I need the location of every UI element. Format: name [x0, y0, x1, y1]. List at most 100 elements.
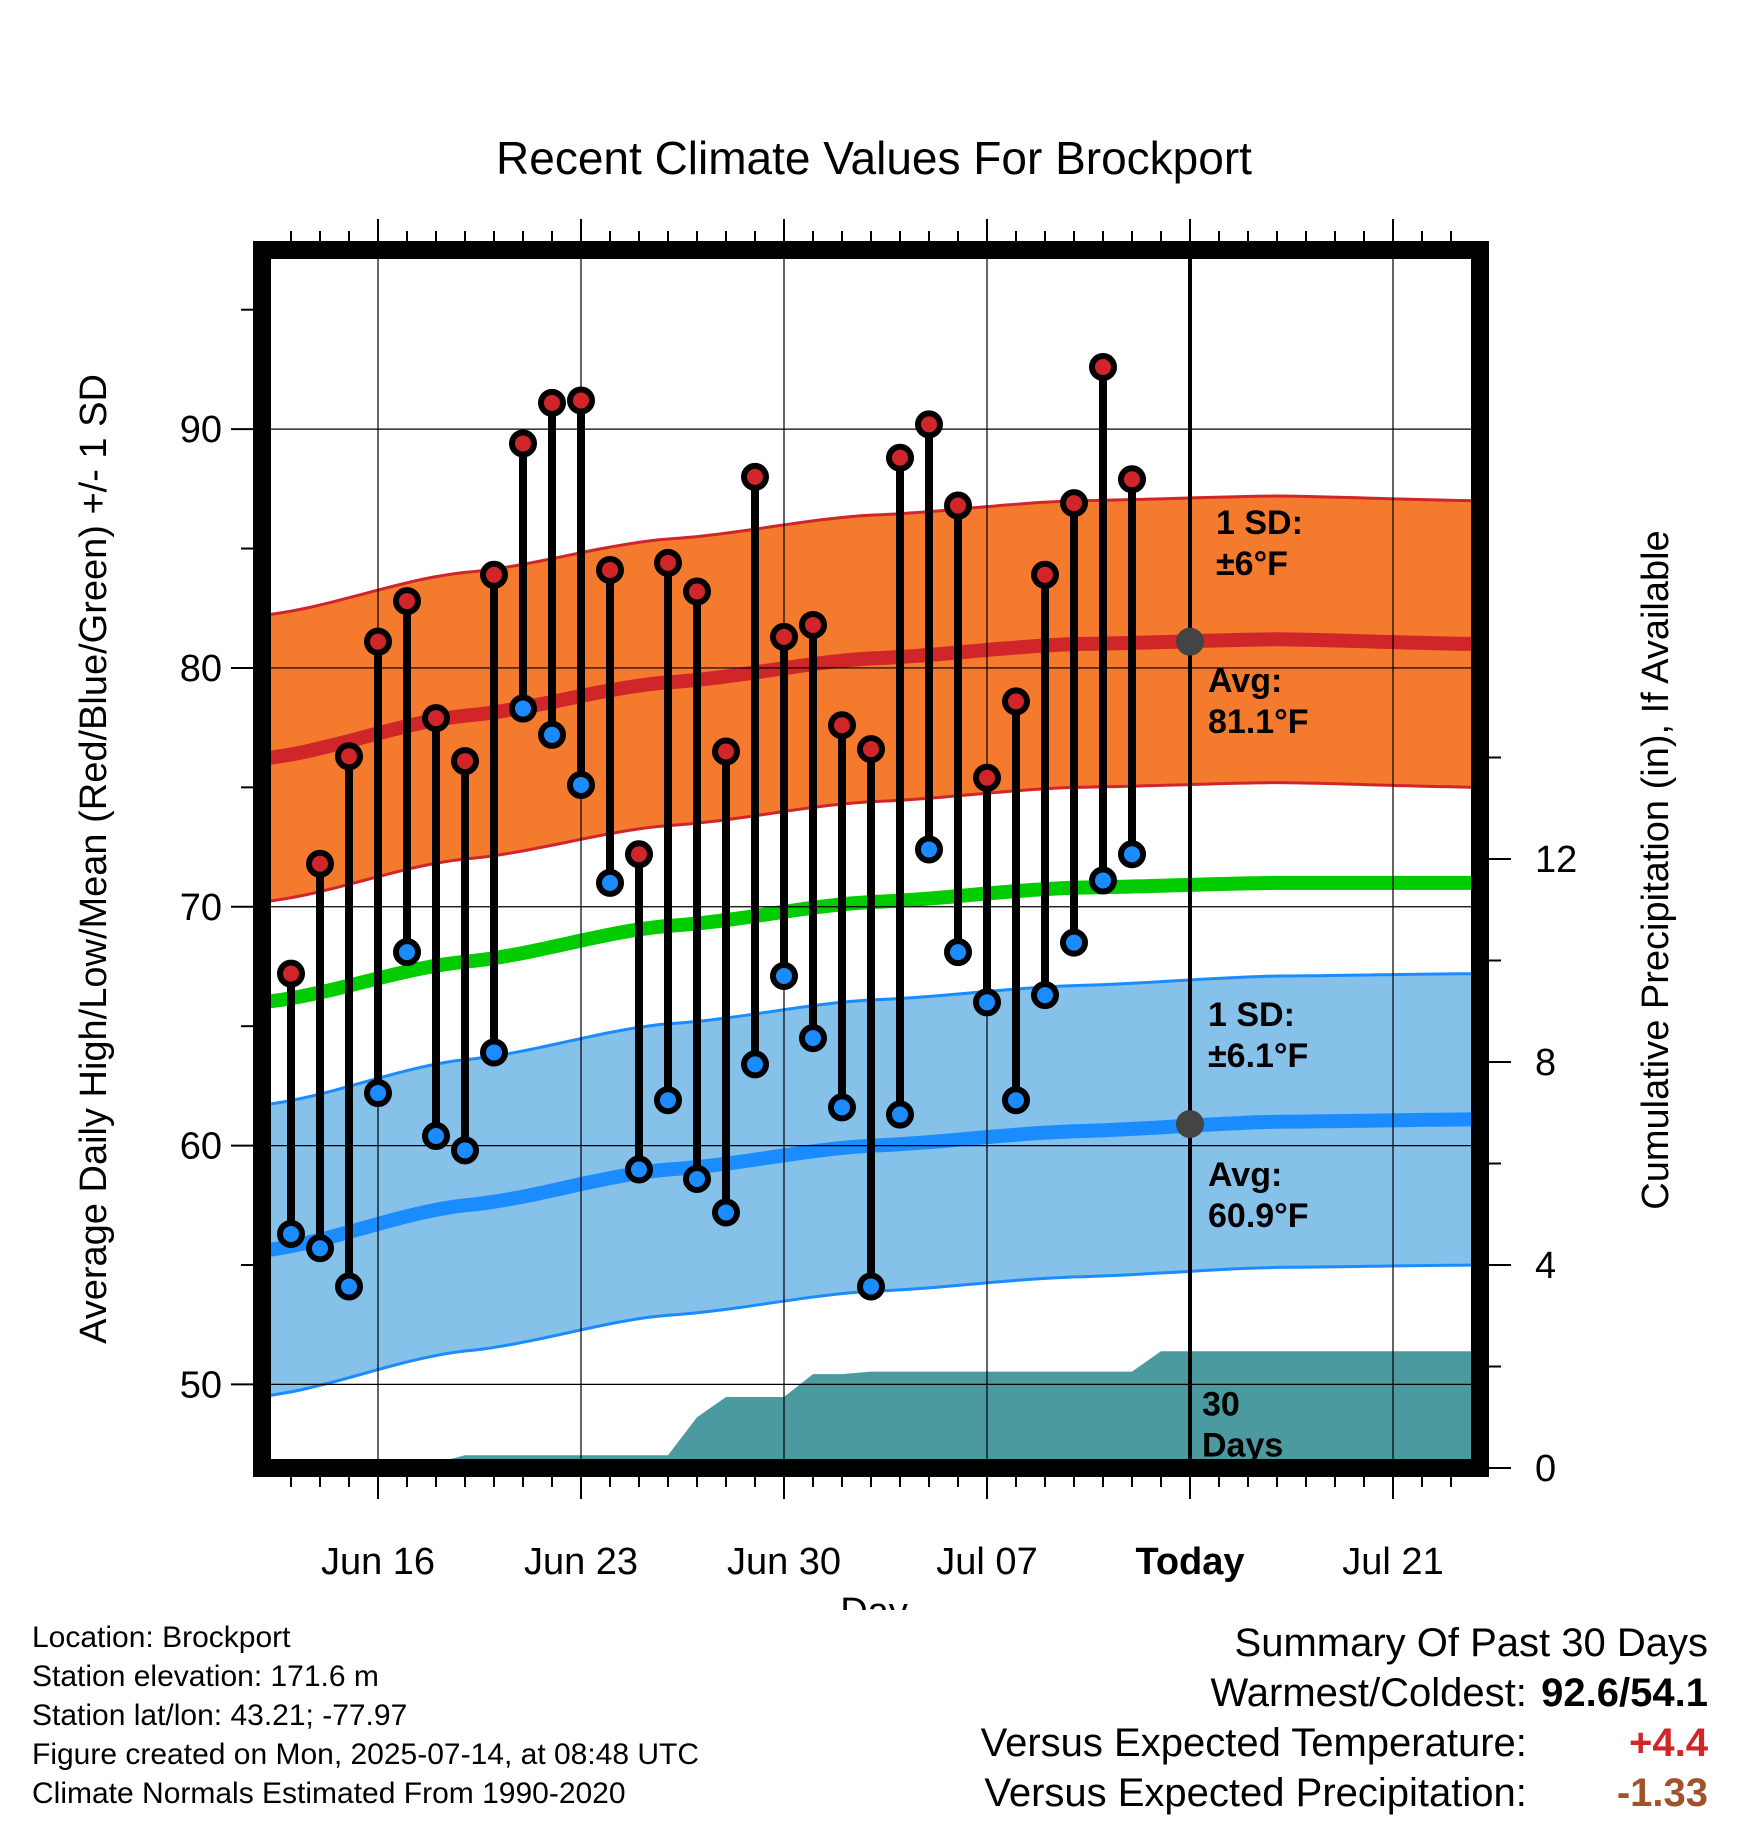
low-temp-point	[857, 1272, 885, 1301]
high-sd-label-line: ±6°F	[1216, 545, 1288, 583]
location-text: Location: Brockport	[32, 1621, 291, 1654]
high-sd-label-line: 1 SD:	[1216, 504, 1303, 542]
station-info: Location: Brockport Station elevation: 1…	[32, 1618, 699, 1813]
low-temp-point	[828, 1093, 856, 1122]
x-tick-label: Jul 07	[936, 1541, 1037, 1583]
high-temp-point	[915, 410, 943, 439]
high-temp-point	[770, 622, 798, 651]
low-temp-point	[915, 835, 943, 864]
climate-chart: Recent Climate Values For Brockport 1 SD…	[73, 132, 1677, 1610]
high-temp-point	[712, 737, 740, 766]
high-sd-upper-edge	[262, 494, 1480, 617]
high-avg-label: Avg:81.1°F	[1208, 662, 1309, 741]
low-temp-point	[799, 1024, 827, 1053]
high-temp-point	[480, 560, 508, 589]
low-temp-point	[944, 938, 972, 967]
low-temp-point	[1118, 840, 1146, 869]
low-temp-point	[364, 1079, 392, 1108]
high-avg-label-line: 81.1°F	[1208, 703, 1309, 741]
high-temp-point	[799, 610, 827, 639]
low-temp-point	[1031, 981, 1059, 1010]
high-sd-label: 1 SD:±6°F	[1216, 504, 1303, 583]
low-temp-point	[1060, 928, 1088, 957]
low-sd-label-line: 1 SD:	[1208, 996, 1295, 1034]
x-tick-label: Jul 21	[1342, 1541, 1443, 1583]
high-temp-point	[1060, 489, 1088, 518]
high-temp-point	[451, 747, 479, 776]
high-temp-point	[422, 704, 450, 733]
low-temp-point	[538, 720, 566, 749]
precip-departure-label: Versus Expected Precipitation:	[984, 1771, 1527, 1815]
warmest-coldest-row: Warmest/Coldest: 92.6/54.1	[981, 1668, 1709, 1718]
low-temp-point	[422, 1122, 450, 1151]
latlon-text: Station lat/lon: 43.21; -77.97	[32, 1699, 408, 1732]
high-temp-point	[741, 462, 769, 491]
low-temp-point	[654, 1086, 682, 1115]
temp-departure-value: +4.4	[1629, 1721, 1708, 1765]
days-label-line: Days	[1202, 1426, 1283, 1464]
low-temp-point	[596, 868, 624, 897]
high-normal-line	[262, 632, 1480, 766]
low-temp-point	[973, 988, 1001, 1017]
high-temp-point	[509, 429, 537, 458]
plot-frame	[253, 241, 1489, 1477]
summary-panel: Summary Of Past 30 Days Warmest/Coldest:…	[981, 1618, 1708, 1818]
precip-departure-row: Versus Expected Precipitation: -1.33	[981, 1768, 1708, 1818]
low-temp-point	[480, 1038, 508, 1067]
low-sd-label-line: ±6.1°F	[1208, 1037, 1308, 1075]
x-axis-title: Day	[840, 1591, 908, 1610]
today-low-avg-marker	[1176, 1110, 1204, 1139]
x-tick-label: Jun 16	[321, 1541, 435, 1583]
low-avg-label: Avg:60.9°F	[1208, 1156, 1309, 1235]
low-avg-label-line: 60.9°F	[1208, 1197, 1309, 1235]
low-temp-point	[277, 1219, 305, 1248]
high-temp-point	[1002, 687, 1030, 716]
high-avg-label-line: Avg:	[1208, 662, 1282, 700]
low-temp-point	[335, 1272, 363, 1301]
y2-tick-label: 8	[1535, 1042, 1556, 1084]
high-temp-point	[538, 388, 566, 417]
high-temp-point	[1118, 465, 1146, 494]
normals-text: Climate Normals Estimated From 1990-2020	[32, 1777, 626, 1810]
low-sd-label: 1 SD:±6.1°F	[1208, 996, 1308, 1075]
high-temp-point	[654, 548, 682, 577]
high-temp-point	[973, 763, 1001, 792]
low-temp-point	[1089, 866, 1117, 895]
x-tick-label: Jun 23	[524, 1541, 638, 1583]
y-tick-label: 70	[180, 887, 222, 929]
x-tick-label: Today	[1135, 1541, 1244, 1583]
y-tick-label: 90	[180, 409, 222, 451]
low-temp-point	[509, 694, 537, 723]
low-temp-point	[1002, 1086, 1030, 1115]
x-tick-label: Jun 30	[727, 1541, 841, 1583]
high-sd-band	[262, 496, 1480, 902]
high-temp-point	[625, 840, 653, 869]
low-temp-point	[712, 1198, 740, 1227]
summary-title: Summary Of Past 30 Days	[1234, 1621, 1708, 1665]
created-text: Figure created on Mon, 2025-07-14, at 08…	[32, 1738, 700, 1771]
y2-axis-title: Cumulative Precipitation (in), If Availa…	[1635, 530, 1677, 1209]
high-temp-point	[364, 627, 392, 656]
warmest-coldest-label: Warmest/Coldest:	[1210, 1671, 1527, 1715]
low-temp-point	[683, 1165, 711, 1194]
high-temp-point	[567, 386, 595, 415]
high-temp-point	[1089, 353, 1117, 382]
high-temp-point	[277, 959, 305, 988]
temp-departure-label: Versus Expected Temperature:	[980, 1721, 1527, 1765]
elevation-text: Station elevation: 171.6 m	[32, 1660, 379, 1693]
low-temp-point	[886, 1100, 914, 1129]
temp-departure-row: Versus Expected Temperature: +4.4	[981, 1718, 1708, 1768]
low-avg-label-line: Avg:	[1208, 1156, 1282, 1194]
today-high-avg-marker	[1176, 627, 1204, 656]
low-temp-point	[567, 770, 595, 799]
precip-area	[291, 1351, 1480, 1468]
low-temp-point	[770, 962, 798, 991]
chart-title: Recent Climate Values For Brockport	[496, 132, 1252, 184]
y2-tick-label: 0	[1535, 1448, 1556, 1490]
low-temp-point	[741, 1050, 769, 1079]
y-tick-label: 80	[180, 648, 222, 690]
low-temp-point	[393, 938, 421, 967]
y2-tick-label: 4	[1535, 1245, 1556, 1287]
high-temp-point	[335, 742, 363, 771]
